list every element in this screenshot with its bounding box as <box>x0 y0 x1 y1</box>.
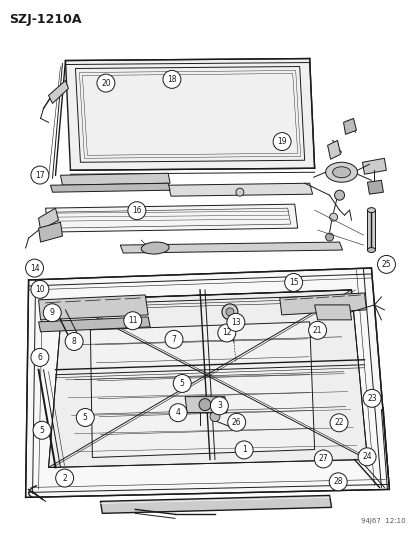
Polygon shape <box>279 293 366 315</box>
Text: 15: 15 <box>288 278 298 287</box>
Circle shape <box>273 133 290 150</box>
Circle shape <box>308 321 326 340</box>
Text: 5: 5 <box>179 379 184 388</box>
Circle shape <box>217 324 235 342</box>
Circle shape <box>226 313 244 332</box>
Text: 19: 19 <box>277 137 286 146</box>
Polygon shape <box>26 268 389 497</box>
Circle shape <box>357 448 375 466</box>
Text: 11: 11 <box>128 316 137 325</box>
Circle shape <box>26 259 43 277</box>
Polygon shape <box>367 210 375 250</box>
Text: 8: 8 <box>71 337 76 346</box>
Circle shape <box>55 469 74 487</box>
Circle shape <box>128 201 145 220</box>
Polygon shape <box>367 180 382 194</box>
Circle shape <box>313 450 332 468</box>
Text: 16: 16 <box>132 206 141 215</box>
Polygon shape <box>100 495 331 513</box>
Polygon shape <box>327 140 340 159</box>
Text: 5: 5 <box>83 413 88 422</box>
Circle shape <box>173 375 191 392</box>
Circle shape <box>31 280 49 298</box>
Polygon shape <box>343 118 356 134</box>
Text: 14: 14 <box>30 264 39 272</box>
Ellipse shape <box>325 162 357 182</box>
Circle shape <box>31 166 49 184</box>
Text: 27: 27 <box>318 455 328 463</box>
Text: 3: 3 <box>216 401 221 410</box>
Circle shape <box>76 408 94 426</box>
Polygon shape <box>65 59 314 170</box>
Polygon shape <box>38 295 148 320</box>
Circle shape <box>235 188 243 196</box>
Text: 2: 2 <box>62 474 67 482</box>
Circle shape <box>97 74 114 92</box>
Text: 26: 26 <box>231 418 241 427</box>
Polygon shape <box>185 397 226 413</box>
Polygon shape <box>50 183 170 192</box>
Polygon shape <box>90 322 314 457</box>
Polygon shape <box>120 242 342 253</box>
Polygon shape <box>314 305 351 320</box>
Circle shape <box>284 273 302 292</box>
Polygon shape <box>60 173 170 185</box>
Polygon shape <box>38 208 58 230</box>
Text: 7: 7 <box>171 335 176 344</box>
Polygon shape <box>168 183 312 196</box>
Polygon shape <box>38 222 62 242</box>
Circle shape <box>33 421 51 439</box>
Text: 4: 4 <box>175 408 180 417</box>
Circle shape <box>225 308 233 316</box>
Circle shape <box>362 390 380 407</box>
Text: 1: 1 <box>241 446 246 455</box>
Polygon shape <box>45 204 297 232</box>
Ellipse shape <box>367 247 375 253</box>
Ellipse shape <box>141 242 169 254</box>
Text: 17: 17 <box>35 171 45 180</box>
Circle shape <box>43 304 61 322</box>
Circle shape <box>209 411 219 422</box>
Circle shape <box>210 397 228 415</box>
Circle shape <box>31 349 49 366</box>
Polygon shape <box>38 317 150 332</box>
Circle shape <box>123 312 141 330</box>
Text: 5: 5 <box>39 426 44 435</box>
Text: 10: 10 <box>35 285 45 294</box>
Text: 94J67  12:10: 94J67 12:10 <box>360 518 404 524</box>
Text: 25: 25 <box>381 260 390 269</box>
Circle shape <box>165 330 183 348</box>
Polygon shape <box>48 290 367 467</box>
Circle shape <box>169 403 187 422</box>
Text: 13: 13 <box>230 318 240 327</box>
Polygon shape <box>48 80 68 103</box>
Text: 20: 20 <box>101 78 110 87</box>
Text: 12: 12 <box>221 328 231 337</box>
Circle shape <box>227 413 245 431</box>
Circle shape <box>199 399 211 410</box>
Circle shape <box>328 473 347 491</box>
Text: 18: 18 <box>167 75 176 84</box>
Circle shape <box>221 304 237 320</box>
Ellipse shape <box>332 167 350 177</box>
Text: 21: 21 <box>312 326 322 335</box>
Circle shape <box>325 233 333 241</box>
Text: 24: 24 <box>361 453 371 462</box>
Text: 28: 28 <box>332 478 342 486</box>
Polygon shape <box>362 158 385 174</box>
Text: 9: 9 <box>50 308 55 317</box>
Text: 22: 22 <box>333 418 343 427</box>
Ellipse shape <box>367 208 375 213</box>
Text: 23: 23 <box>366 394 376 403</box>
Circle shape <box>329 213 337 221</box>
Circle shape <box>334 190 344 200</box>
Circle shape <box>329 414 347 432</box>
Circle shape <box>235 441 252 459</box>
Circle shape <box>65 333 83 350</box>
Circle shape <box>163 70 180 88</box>
Text: 6: 6 <box>37 353 42 362</box>
Text: SZJ-1210A: SZJ-1210A <box>9 13 81 26</box>
Circle shape <box>377 255 394 273</box>
